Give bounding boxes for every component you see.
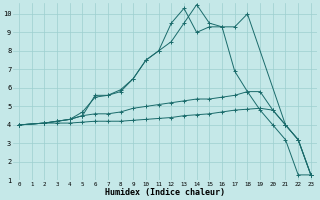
X-axis label: Humidex (Indice chaleur): Humidex (Indice chaleur) (105, 188, 225, 197)
